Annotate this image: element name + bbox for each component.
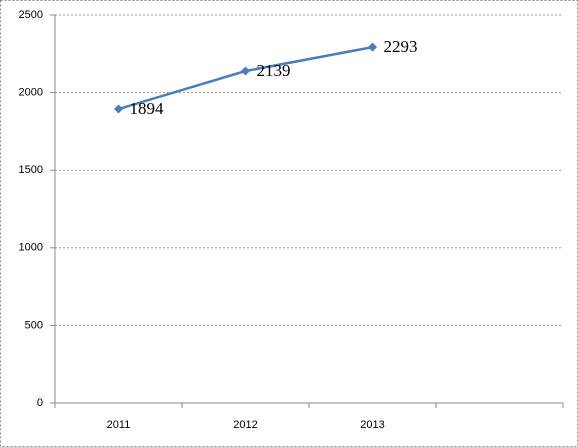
- marker: [368, 42, 377, 52]
- y-tick-label: 2500: [19, 9, 43, 21]
- marker: [114, 104, 123, 114]
- x-tick-label: 2012: [233, 419, 257, 431]
- y-tick-label: 1500: [19, 164, 43, 176]
- x-tick-label: 2013: [360, 419, 384, 431]
- x-tick-label: 2011: [107, 419, 131, 431]
- y-tick-label: 1000: [19, 242, 43, 254]
- y-tick-label: 500: [25, 319, 43, 331]
- data-label: 1894: [130, 99, 165, 118]
- marker: [241, 66, 250, 76]
- data-label: 2293: [384, 37, 418, 56]
- data-label: 2139: [257, 61, 291, 80]
- y-tick-label: 2000: [19, 87, 43, 99]
- y-tick-label: 0: [37, 397, 43, 409]
